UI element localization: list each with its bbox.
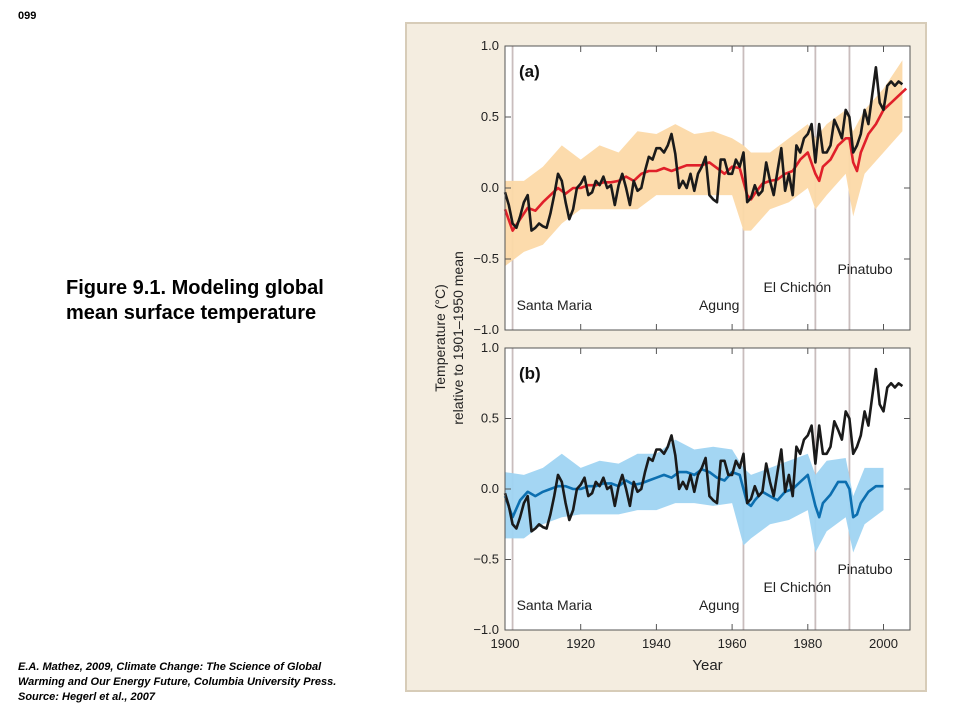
figure-title: Figure 9.1. Modeling global mean surface…: [66, 277, 324, 324]
y-axis-label: Temperature (°C): [432, 284, 448, 392]
chart-panel-a: 1.0 0.5 0.0 −0.5 −1.0 (a) Santa Maria Agung El C…: [473, 38, 911, 337]
volcano-label: Pinatubo: [837, 261, 892, 277]
volcano-label: Agung: [699, 597, 739, 613]
volcano-label: Santa Maria: [517, 297, 593, 313]
y-tick-label: 1.0: [481, 38, 499, 53]
x-tick-label: 1900: [491, 636, 520, 651]
y-tick-label: 1.0: [481, 340, 499, 355]
y-axis-label: relative to 1901–1950 mean: [450, 251, 466, 425]
panel-label: (a): [519, 62, 540, 81]
y-tick-label: 0.0: [481, 481, 499, 496]
x-axis-label: Year: [692, 657, 722, 674]
panel-label: (b): [519, 364, 541, 383]
x-tick-label: 1940: [642, 636, 671, 651]
observed-line: [503, 367, 904, 533]
page-number: 099: [18, 10, 37, 22]
y-tick-label: 0.5: [481, 109, 499, 124]
model-range-band: [505, 439, 884, 553]
figure-panel: 1.0 0.5 0.0 −0.5 −1.0 (a) Santa Maria Agung El C…: [405, 22, 927, 692]
volcano-label: El Chichón: [764, 579, 832, 595]
y-tick-label: −0.5: [473, 552, 499, 567]
x-tick-label: 1960: [718, 636, 747, 651]
y-tick-label: 0.5: [481, 411, 499, 426]
volcano-label: Pinatubo: [837, 561, 892, 577]
source-credit: E.A. Mathez, 2009, Climate Change: The S…: [18, 661, 337, 703]
x-tick-label: 1980: [793, 636, 822, 651]
volcano-label: Santa Maria: [517, 597, 593, 613]
observed-line: [503, 66, 904, 232]
y-tick-label: −1.0: [473, 622, 499, 637]
model-mean-line: [503, 468, 884, 519]
temperature-chart: 1.0 0.5 0.0 −0.5 −1.0 (a) Santa Maria Agung El C…: [432, 38, 911, 674]
y-tick-label: −0.5: [473, 251, 499, 266]
x-tick-label: 1920: [566, 636, 595, 651]
y-tick-label: 0.0: [481, 180, 499, 195]
chart-panel-b: 1.0 0.5 0.0 −0.5 −1.0 (b) Santa Maria Agung El C…: [473, 340, 911, 637]
volcano-label: El Chichón: [764, 279, 832, 295]
x-tick-label: 2000: [869, 636, 898, 651]
y-tick-label: −1.0: [473, 322, 499, 337]
volcano-label: Agung: [699, 297, 739, 313]
